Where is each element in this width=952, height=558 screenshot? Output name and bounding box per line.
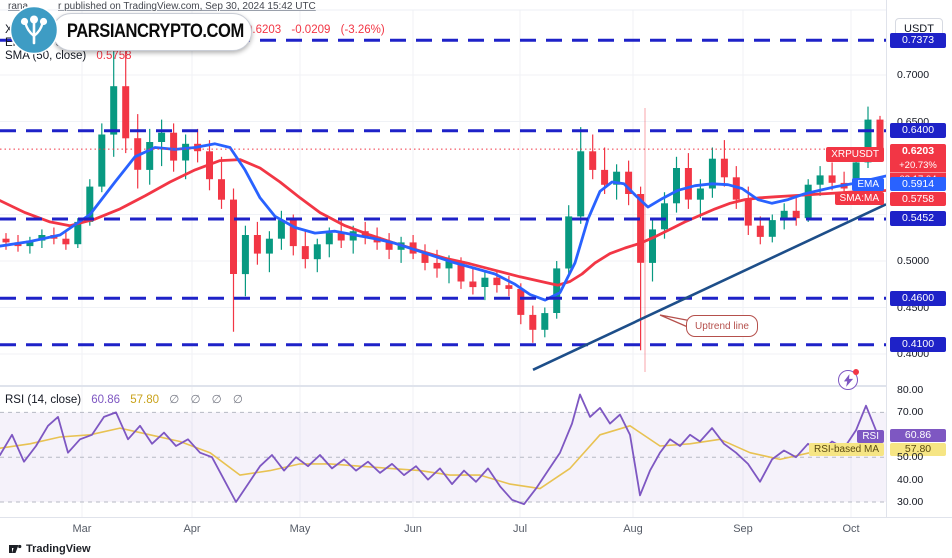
level-price-label: 0.5452	[890, 211, 946, 227]
rsi-tick-label: 80.00	[897, 384, 924, 396]
axis-sma-value: 0.5758	[901, 193, 935, 205]
axis-ema-value: 0.5914	[901, 178, 935, 190]
time-scale[interactable]: Mar Apr May Jun Jul Aug Sep Oct	[0, 517, 952, 541]
month-label: Apr	[183, 523, 201, 535]
watermark: PARSIANCRYPTO.COM	[9, 5, 252, 55]
symbol-values: 0.6203 -0.0209 (-3.26%)	[246, 24, 385, 36]
ema-axis-tag: EMA	[852, 178, 884, 191]
attribution-suffix: r published on TradingView.com, Sep 30, …	[58, 1, 316, 12]
rsi-ma-axis-box: 57.80	[890, 443, 946, 456]
rsi-ma-axis-tag: RSI-based MA	[808, 443, 884, 456]
tradingview-brand[interactable]: TradingView	[26, 543, 91, 555]
month-label: Jul	[512, 523, 528, 535]
sma-axis-tag: SMA:MA	[834, 192, 884, 205]
axis-rsi-ma-value: 57.80	[904, 443, 932, 455]
rsi-empty-params: ∅ ∅ ∅ ∅	[169, 394, 247, 406]
level-price-label: 0.7373	[890, 32, 946, 48]
rsi-tick-label: 50.00	[897, 451, 924, 464]
price-change-pct: (-3.26%)	[340, 24, 385, 36]
last-price: 0.6203	[246, 24, 282, 36]
month-label: Aug	[623, 523, 643, 535]
month-label: Jun	[404, 523, 422, 535]
rsi-tick-label: 40.00	[897, 473, 924, 486]
month-label: Sep	[733, 523, 753, 535]
axis-last-price: 0.6203	[901, 145, 935, 157]
watermark-text: PARSIANCRYPTO.COM	[66, 21, 244, 42]
uptrend-line-callout[interactable]: Uptrend line	[686, 315, 758, 337]
sma-value: 0.5758	[96, 50, 132, 62]
sma-axis-box: 0.5758	[890, 192, 946, 206]
axis-price-pct: +20.73%	[899, 160, 937, 171]
rsi-axis-tag: RSI	[857, 430, 884, 443]
rsi-value: 60.86	[91, 394, 121, 406]
sma-legend-row: SMA (50, close) 0.5758	[5, 50, 132, 62]
chart-canvas[interactable]	[0, 0, 886, 517]
alert-notification-dot	[853, 369, 859, 375]
rsi-tick-label: 70.00	[897, 406, 924, 419]
sma-label: SMA (50, close)	[5, 50, 87, 62]
month-label: May	[289, 523, 311, 535]
price-tick-label: 0.7000	[897, 69, 930, 81]
tradingview-logo-icon[interactable]	[8, 542, 22, 556]
footer: TradingView	[0, 540, 952, 558]
price-tick-label: 0.5000	[897, 255, 930, 267]
symbol-axis-tag: XRPUSDT	[826, 147, 884, 162]
rsi-axis-box: 60.86	[890, 429, 946, 442]
rsi-ma-value: 57.80	[130, 394, 160, 406]
ema-axis-box: 0.5914	[890, 177, 946, 191]
rsi-label: RSI (14, close)	[5, 394, 82, 406]
rsi-legend-row: RSI (14, close) 60.86 57.80 ∅ ∅ ∅ ∅	[5, 392, 247, 406]
watermark-pill: PARSIANCRYPTO.COM	[52, 13, 252, 51]
price-scale[interactable]: USDT 0.6203 +20.73% 08:17:04 0.5914 0.57…	[886, 0, 952, 540]
lightning-alert-button[interactable]	[838, 369, 859, 390]
month-label: Mar	[72, 523, 92, 535]
axis-rsi-value: 60.86	[904, 429, 932, 441]
rsi-tick-label: 30.00	[897, 496, 924, 508]
price-change: -0.0209	[291, 24, 331, 36]
level-price-label: 0.4100	[890, 337, 946, 353]
level-price-label: 0.4600	[890, 290, 946, 306]
watermark-logo-icon	[9, 5, 59, 55]
attribution-prefix: rana	[8, 1, 29, 12]
uptrend-line-callout-text: Uptrend line	[695, 320, 749, 332]
level-price-label: 0.6400	[890, 123, 946, 139]
lightning-icon	[843, 373, 853, 387]
month-label: Oct	[842, 523, 860, 535]
attribution: rana r published on TradingView.com, Sep …	[8, 1, 316, 12]
